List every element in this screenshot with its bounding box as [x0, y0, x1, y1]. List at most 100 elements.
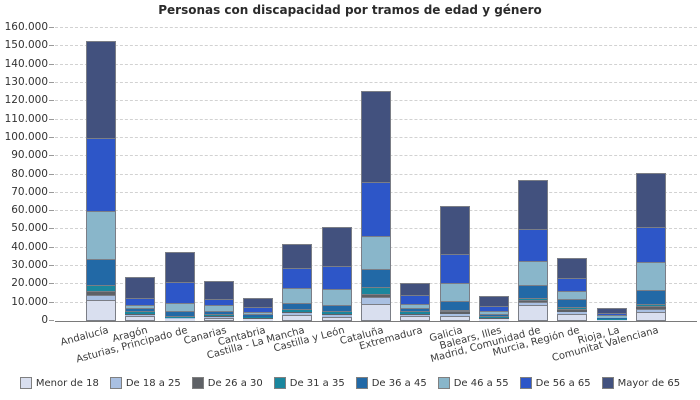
legend-label: De 31 a 35 [289, 377, 345, 389]
bar-segment [439, 253, 470, 284]
y-axis-tick [49, 173, 54, 175]
legend-swatch-icon [601, 377, 614, 389]
bar-segment [321, 227, 352, 268]
bar-segment [557, 257, 588, 279]
bar-segment [518, 304, 549, 321]
bar-segment [125, 312, 156, 314]
y-axis-label: 10.000 [11, 295, 48, 308]
y-axis-tick [49, 191, 54, 193]
bar-segment [321, 314, 352, 317]
bar-rioja-la [596, 308, 627, 321]
bar-segment [361, 91, 391, 183]
y-axis-tick [49, 246, 54, 248]
bar-segment [321, 266, 352, 291]
legend-item: De 31 a 35 [273, 377, 345, 389]
bar-comunitat-valenciana [636, 172, 666, 321]
legend-swatch-icon [191, 377, 204, 389]
y-axis-label: 40.000 [11, 240, 48, 253]
bar-segment [203, 310, 234, 316]
y-axis-tick [49, 81, 54, 83]
legend-label: Menor de 18 [35, 377, 99, 389]
bar-segment [439, 309, 470, 313]
bar-segment [203, 318, 234, 321]
bar-segment [400, 312, 431, 314]
legend-label: De 46 a 55 [453, 377, 509, 389]
bar-segment [282, 315, 313, 321]
bar-segment [636, 172, 666, 229]
legend-item: De 56 a 65 [519, 377, 591, 389]
bar-segment [518, 179, 549, 231]
bar-segment [203, 316, 234, 317]
bar-segment [321, 316, 352, 321]
legend-label: De 36 a 45 [371, 377, 427, 389]
bar-segment [361, 268, 391, 288]
legend-swatch-icon [19, 377, 32, 389]
bar-madrid-comunidad-de [518, 179, 549, 321]
bar-segment [361, 303, 391, 321]
bar-segment [636, 307, 666, 310]
chart-title: Personas con discapacidad por tramos de … [158, 3, 542, 17]
y-axis-tick [49, 27, 54, 28]
legend-label: De 56 a 65 [535, 377, 591, 389]
y-axis-label: 0 [41, 314, 48, 326]
y-axis-tick [49, 228, 54, 230]
bar-segment [243, 311, 274, 315]
y-axis-tick [49, 63, 54, 65]
bar-segment [203, 315, 234, 317]
y-axis-label: 20.000 [11, 277, 48, 290]
bar-segment [636, 304, 666, 307]
y-axis-label: 60.000 [11, 204, 48, 217]
bar-segment [439, 314, 470, 317]
bar-andaluc-a [86, 41, 116, 321]
bar-segment [478, 318, 509, 320]
y-axis-label: 70.000 [11, 185, 48, 198]
bar-segment [164, 251, 195, 284]
bar-segment [636, 311, 666, 321]
bar-cantabria [243, 298, 274, 321]
bar-castilla-y-le-n [321, 227, 352, 321]
bar-segment [518, 260, 549, 286]
bar-segment [557, 306, 588, 310]
legend-label: De 18 a 25 [125, 377, 181, 389]
y-axis-tick [49, 155, 54, 157]
bar-segment [125, 314, 156, 317]
bar-segment [86, 41, 116, 140]
bar-segment [400, 314, 431, 317]
bar-segment [321, 289, 352, 306]
bar-murcia-regi-n-de [557, 257, 588, 321]
bar-segment [243, 319, 274, 321]
legend-item: Menor de 18 [19, 377, 99, 389]
bar-segment [203, 316, 234, 319]
y-axis-label: 110.000 [4, 112, 48, 125]
bar-segment [282, 309, 313, 312]
bar-segment [518, 284, 549, 300]
legend-item: De 26 a 30 [191, 377, 263, 389]
bar-segment [518, 229, 549, 262]
y-axis-label: 140.000 [4, 57, 48, 70]
bar-segment [361, 181, 391, 237]
y-axis-tick [49, 45, 54, 47]
bar-segment [282, 311, 313, 314]
bar-segment [282, 267, 313, 289]
bar-segment [439, 312, 470, 315]
bar-segment [125, 308, 156, 313]
gridline [55, 27, 697, 28]
bar-segment [282, 313, 313, 316]
bar-segment [557, 314, 588, 321]
bar-segment [321, 311, 352, 314]
bar-segment [596, 312, 627, 316]
bar-segment [557, 277, 588, 292]
bar-segment [636, 262, 666, 292]
bar-arag-n [125, 277, 156, 321]
bar-segment [557, 312, 588, 315]
bar-segment [321, 313, 352, 315]
gridline [55, 81, 697, 83]
bar-segment [243, 318, 274, 320]
legend-swatch-icon [109, 377, 122, 389]
y-axis-tick [49, 320, 54, 321]
bar-segment [361, 235, 391, 270]
legend-swatch-icon [273, 377, 286, 389]
bar-segment [86, 299, 116, 321]
bar-segment [164, 310, 195, 317]
